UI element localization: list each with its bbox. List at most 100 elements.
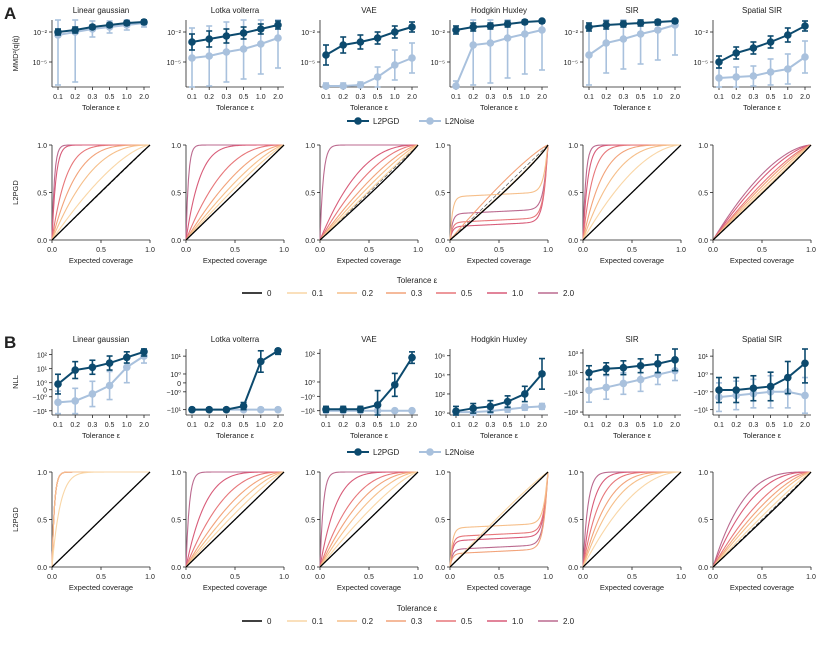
y-tick-label: 1.0	[171, 143, 181, 150]
x-tick-label: 1.0	[256, 422, 266, 429]
x-axis-label: Expected coverage	[600, 256, 664, 265]
coverage-curve	[319, 471, 419, 568]
coverage-curve	[319, 144, 419, 241]
data-point	[257, 25, 265, 33]
y-tick-label: −10¹	[33, 409, 48, 416]
x-axis-label: Expected coverage	[467, 256, 531, 265]
data-point	[801, 391, 809, 400]
x-tick-label: 0.0	[578, 247, 588, 254]
series-line	[57, 22, 145, 36]
x-tick-label: 0.0	[181, 247, 191, 254]
coverage-curve	[712, 471, 812, 568]
data-point	[766, 382, 775, 391]
x-tick-label: 0.2	[70, 94, 80, 101]
data-point	[105, 381, 114, 390]
coverage-curve	[185, 144, 285, 241]
y-tick-label: 10⁻⁵	[167, 60, 181, 67]
x-axis-label: Tolerance ε	[480, 431, 519, 440]
data-point	[636, 375, 645, 384]
y-tick-label: 10⁶	[434, 354, 445, 361]
data-point	[538, 370, 546, 378]
data-point	[636, 19, 645, 27]
coverage-curve	[185, 144, 285, 241]
data-point	[636, 30, 645, 38]
x-tick-label: 0.3	[88, 422, 98, 429]
coverage-curve	[712, 144, 812, 241]
data-point	[619, 363, 628, 372]
x-tick-label: 0.0	[578, 574, 588, 581]
y-tick-label: 10⁻²	[564, 30, 578, 37]
x-tick-label: 0.5	[494, 247, 504, 254]
coverage-curve	[185, 144, 285, 241]
series-line	[326, 57, 413, 87]
series-line	[57, 21, 145, 33]
y-tick-label: 0.0	[37, 565, 47, 572]
x-axis-label: Tolerance ε	[216, 431, 255, 440]
coverage-curve	[185, 144, 285, 241]
y-tick-label: 10⁴	[434, 373, 445, 380]
coverage-curve	[712, 144, 812, 241]
coverage-curve	[185, 471, 284, 568]
x-tick-label: 1.0	[122, 94, 132, 101]
data-point	[88, 390, 97, 398]
coverage-curve	[712, 471, 812, 568]
data-point	[188, 54, 196, 62]
coverage-curve	[449, 144, 549, 241]
data-point	[486, 39, 495, 47]
x-tick-label: 0.1	[451, 422, 461, 429]
x-tick-label: 1.0	[256, 94, 266, 101]
data-point	[373, 401, 382, 409]
x-axis-label: Tolerance ε	[480, 103, 519, 112]
data-point	[123, 353, 131, 362]
diagonal-reference	[319, 144, 419, 241]
coverage-curve	[449, 471, 549, 568]
data-point	[373, 34, 382, 42]
x-tick-label: 0.0	[47, 574, 57, 581]
x-tick-label: 0.5	[230, 247, 240, 254]
x-tick-label: 2.0	[670, 94, 680, 101]
x-tick-label: 1.0	[806, 574, 816, 581]
x-axis-label: Tolerance ε	[82, 431, 121, 440]
data-point	[54, 380, 62, 388]
tolerance-label: 0	[267, 617, 272, 626]
data-point	[188, 405, 196, 414]
y-axis-label: MMD²(q|q̂)	[11, 35, 20, 71]
y-tick-label: 10⁻⁵	[694, 60, 708, 67]
x-tick-label: 0.3	[356, 94, 366, 101]
coverage-curve	[582, 144, 682, 241]
coverage-curve	[712, 471, 812, 568]
data-point	[356, 38, 365, 46]
y-tick-label: 1.0	[698, 470, 708, 477]
data-point	[732, 73, 740, 81]
x-tick-label: 1.0	[806, 247, 816, 254]
data-point	[749, 44, 758, 52]
data-point	[205, 35, 213, 43]
data-point	[654, 359, 662, 368]
data-point	[391, 61, 399, 69]
data-point	[585, 23, 593, 31]
series-line	[455, 373, 543, 413]
subplot-title: Hodgkin Huxley	[471, 335, 527, 344]
data-point	[521, 18, 529, 26]
x-axis-label: Tolerance ε	[743, 103, 782, 112]
x-tick-label: 0.2	[731, 422, 741, 429]
y-tick-label: 10⁻⁵	[301, 60, 315, 67]
subplot-title: Spatial SIR	[742, 335, 782, 344]
data-point	[715, 74, 723, 82]
x-tick-label: 2.0	[800, 422, 810, 429]
x-tick-label: 0.5	[105, 422, 115, 429]
tolerance-label: 0.1	[312, 289, 324, 298]
x-tick-label: 0.5	[636, 422, 646, 429]
tolerance-label: 0.3	[411, 617, 423, 626]
y-tick-label: 10⁰	[170, 371, 181, 379]
data-point	[71, 366, 79, 374]
coverage-curve	[712, 144, 812, 241]
x-tick-label: 0.2	[70, 422, 80, 429]
subplot-title: Lotka volterra	[211, 6, 260, 15]
data-point	[486, 402, 495, 411]
y-tick-label: 0.5	[305, 518, 315, 525]
data-point	[339, 82, 348, 90]
x-tick-label: 1.0	[676, 574, 686, 581]
y-tick-label: −10¹	[167, 408, 182, 415]
series-line	[588, 20, 676, 28]
